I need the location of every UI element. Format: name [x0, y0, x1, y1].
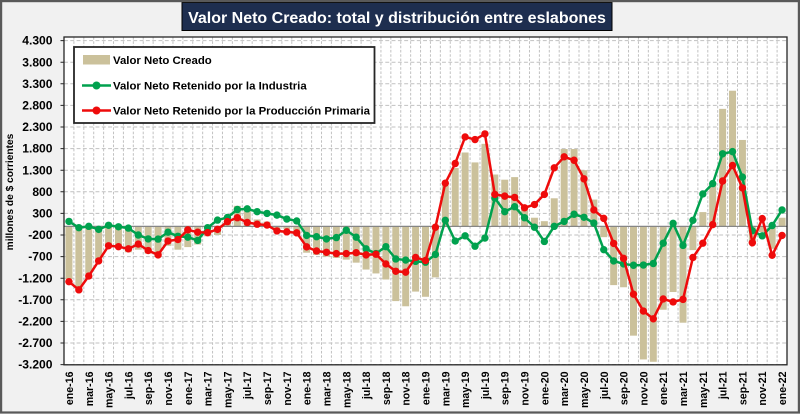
svg-text:nov-17: nov-17 [282, 371, 294, 405]
svg-text:Valor Neto Retenido por la Pro: Valor Neto Retenido por la Producción Pr… [113, 106, 371, 118]
svg-text:ene-16: ene-16 [64, 371, 76, 405]
svg-text:ene-17: ene-17 [183, 371, 195, 405]
svg-text:nov-20: nov-20 [638, 371, 650, 405]
svg-text:sep-19: sep-19 [500, 371, 512, 405]
svg-text:jul-17: jul-17 [242, 371, 254, 400]
svg-text:ene-20: ene-20 [539, 371, 551, 405]
svg-text:mar-19: mar-19 [440, 371, 452, 406]
svg-text:2.300: 2.300 [22, 120, 53, 134]
svg-text:-700: -700 [28, 250, 52, 264]
svg-text:jul-18: jul-18 [361, 371, 373, 400]
svg-text:mar-16: mar-16 [84, 371, 96, 406]
svg-text:1.800: 1.800 [22, 142, 53, 156]
svg-text:-2.200: -2.200 [18, 315, 53, 329]
svg-text:ene-19: ene-19 [421, 371, 433, 405]
svg-text:millones de $ corrientes: millones de $ corrientes [5, 133, 16, 250]
svg-text:-1.700: -1.700 [18, 293, 53, 307]
svg-text:Valor Neto Retenido por la Ind: Valor Neto Retenido por la Industria [113, 81, 307, 93]
svg-text:Valor Neto Creado: Valor Neto Creado [113, 55, 212, 67]
svg-text:800: 800 [32, 185, 52, 199]
svg-text:nov-16: nov-16 [163, 371, 175, 405]
svg-text:mar-18: mar-18 [321, 371, 333, 406]
svg-text:mar-20: mar-20 [559, 371, 571, 406]
svg-text:jul-21: jul-21 [718, 371, 730, 400]
svg-text:ene-18: ene-18 [302, 371, 314, 405]
svg-text:3.300: 3.300 [22, 77, 53, 91]
svg-text:-3.200: -3.200 [18, 358, 53, 372]
svg-text:sep-20: sep-20 [619, 371, 631, 405]
svg-text:mar-17: mar-17 [203, 371, 215, 406]
svg-text:2.800: 2.800 [22, 99, 53, 113]
svg-text:mar-21: mar-21 [678, 371, 690, 406]
svg-text:sep-18: sep-18 [381, 371, 393, 405]
svg-text:nov-21: nov-21 [757, 371, 769, 405]
svg-text:may-21: may-21 [698, 371, 710, 408]
svg-text:300: 300 [32, 207, 52, 221]
svg-text:jul-20: jul-20 [599, 371, 611, 400]
svg-text:sep-21: sep-21 [737, 371, 749, 405]
svg-text:-200: -200 [28, 228, 52, 242]
svg-text:-2.700: -2.700 [18, 336, 53, 350]
svg-text:sep-17: sep-17 [262, 371, 274, 405]
svg-text:nov-18: nov-18 [401, 371, 413, 405]
svg-text:ene-21: ene-21 [658, 371, 670, 405]
svg-text:jul-19: jul-19 [480, 371, 492, 400]
svg-text:-1.200: -1.200 [18, 271, 53, 285]
svg-text:may-20: may-20 [579, 371, 591, 408]
svg-text:may-16: may-16 [104, 371, 116, 408]
svg-text:jul-16: jul-16 [123, 371, 135, 400]
svg-text:nov-19: nov-19 [520, 371, 532, 405]
svg-text:may-18: may-18 [341, 371, 353, 408]
svg-text:1.300: 1.300 [22, 163, 53, 177]
svg-text:may-17: may-17 [222, 371, 234, 408]
svg-text:Valor Neto Creado: total y dis: Valor Neto Creado: total y distribución … [188, 10, 606, 27]
svg-text:may-19: may-19 [460, 371, 472, 408]
svg-text:4.300: 4.300 [22, 34, 53, 48]
svg-text:sep-16: sep-16 [143, 371, 155, 405]
svg-text:ene-22: ene-22 [777, 371, 789, 405]
svg-text:3.800: 3.800 [22, 55, 53, 69]
